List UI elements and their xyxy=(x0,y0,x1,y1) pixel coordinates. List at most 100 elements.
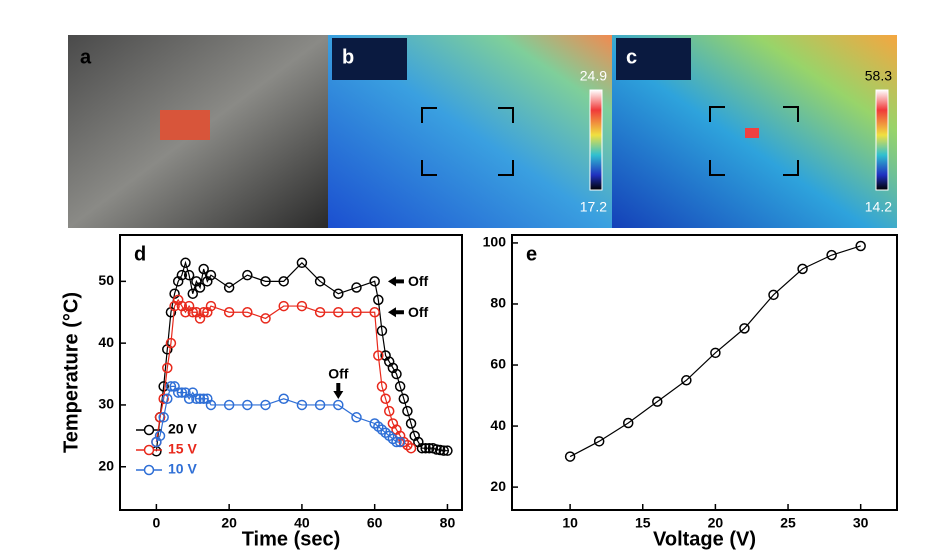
x-tick-label: 40 xyxy=(294,515,310,531)
legend-marker xyxy=(143,444,155,456)
annotation: Off xyxy=(328,366,349,382)
data-point xyxy=(278,276,289,287)
data-point xyxy=(373,294,384,306)
data-point xyxy=(187,288,199,299)
x-axis-label: Voltage (V) xyxy=(653,528,756,550)
data-point xyxy=(438,445,450,456)
data-point xyxy=(162,362,173,374)
data-point xyxy=(593,436,605,447)
data-point xyxy=(154,430,166,442)
data-point xyxy=(191,393,202,405)
x-tick-label: 10 xyxy=(562,515,578,531)
photo-b: b 24.9 17.2 xyxy=(328,35,612,228)
y-tick-label: 50 xyxy=(98,272,114,288)
plot-frame xyxy=(511,234,898,511)
hot-spot xyxy=(745,128,759,138)
data-point xyxy=(333,399,344,411)
data-point xyxy=(351,282,362,293)
device xyxy=(160,110,210,140)
y-tick-label: 60 xyxy=(490,356,506,372)
data-point xyxy=(376,381,388,392)
data-point xyxy=(187,306,199,318)
data-point xyxy=(162,393,173,405)
panel-label: e xyxy=(526,243,537,265)
x-tick-label: 15 xyxy=(635,515,651,531)
legend-marker xyxy=(143,424,155,436)
data-point xyxy=(652,396,663,407)
photo-c: c 58.3 14.2 xyxy=(612,35,897,228)
data-point xyxy=(739,323,750,334)
data-point xyxy=(260,313,271,324)
data-point xyxy=(205,300,217,312)
data-point xyxy=(333,288,344,299)
data-point xyxy=(391,436,402,448)
y-tick-label: 100 xyxy=(483,234,507,250)
data-point xyxy=(416,442,428,454)
panel-label: c xyxy=(626,46,637,68)
data-point xyxy=(420,442,431,454)
data-point xyxy=(622,417,634,429)
color-scale xyxy=(589,89,603,191)
data-point xyxy=(194,282,206,293)
annotation-arrow xyxy=(387,276,404,287)
data-point xyxy=(242,399,253,411)
y-tick-label: 80 xyxy=(490,295,506,311)
data-point xyxy=(442,445,453,456)
legend-label: 20 V xyxy=(168,421,197,437)
data-point xyxy=(373,350,384,361)
series-line xyxy=(155,260,448,452)
overlay-box xyxy=(616,38,691,80)
x-tick-label: 30 xyxy=(853,515,869,531)
data-point xyxy=(223,399,235,411)
x-tick-label: 0 xyxy=(152,515,160,531)
panel-label: d xyxy=(134,243,146,265)
series-line xyxy=(569,245,861,458)
data-point xyxy=(198,306,209,318)
data-point xyxy=(380,393,391,405)
data-point xyxy=(296,399,308,411)
data-point xyxy=(223,306,235,318)
data-point xyxy=(296,300,308,312)
data-point xyxy=(681,375,692,386)
data-point xyxy=(405,442,417,454)
scale-min: 14.2 xyxy=(865,199,892,215)
data-point xyxy=(424,442,435,454)
legend-label: 15 V xyxy=(168,441,197,457)
data-point xyxy=(314,276,326,287)
annotation: Off xyxy=(408,304,429,320)
data-point xyxy=(855,240,866,252)
data-point xyxy=(402,405,413,417)
focus-brackets xyxy=(709,106,799,176)
data-point xyxy=(205,269,217,281)
panel-label: b xyxy=(342,46,354,68)
data-point xyxy=(158,412,169,423)
data-point xyxy=(394,381,406,392)
data-point xyxy=(176,387,188,398)
data-point xyxy=(710,347,721,359)
y-tick-label: 40 xyxy=(98,334,114,350)
y-tick-label: 20 xyxy=(98,457,114,473)
data-point xyxy=(398,393,410,405)
data-point xyxy=(198,393,209,405)
legend-marker xyxy=(143,464,155,476)
data-point xyxy=(431,444,442,455)
data-point xyxy=(333,306,344,318)
legend-label: 10 V xyxy=(168,461,197,477)
y-axis-label: Temperature (°C) xyxy=(60,292,82,453)
data-point xyxy=(797,263,808,275)
data-point xyxy=(278,300,289,312)
data-point xyxy=(564,451,576,462)
data-point xyxy=(369,276,380,287)
focus-brackets xyxy=(421,107,514,176)
overlay-box xyxy=(332,38,407,80)
data-point xyxy=(165,337,177,349)
data-point xyxy=(351,412,362,423)
data-point xyxy=(369,306,380,318)
annotation-arrow xyxy=(387,307,404,318)
x-tick-label: 60 xyxy=(367,515,383,531)
data-point xyxy=(391,368,402,380)
panel-label: a xyxy=(80,46,92,68)
data-point xyxy=(198,263,209,275)
data-point xyxy=(394,436,406,448)
scale-max: 58.3 xyxy=(865,68,892,84)
